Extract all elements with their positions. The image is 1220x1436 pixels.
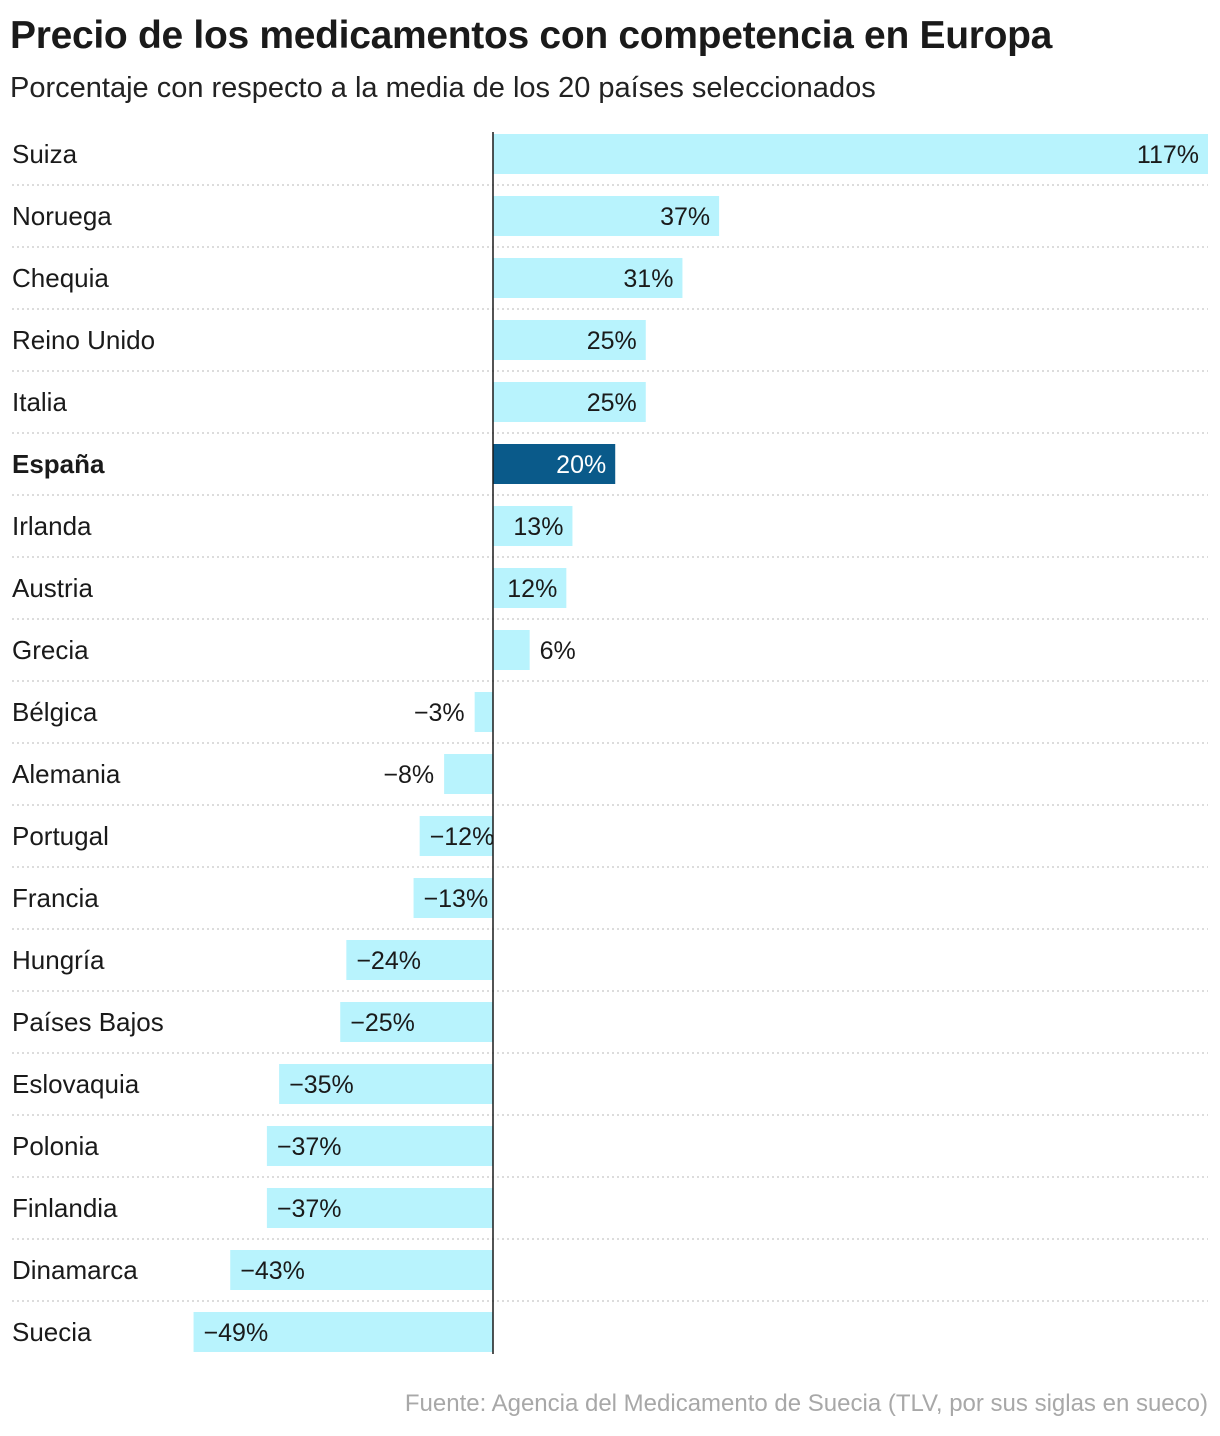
bar <box>493 630 530 670</box>
category-label: Polonia <box>12 1131 99 1161</box>
value-label: −12% <box>430 823 495 851</box>
category-label: Eslovaquia <box>12 1069 140 1099</box>
category-label: Italia <box>12 387 67 417</box>
bar <box>493 506 573 546</box>
category-label: Francia <box>12 883 99 913</box>
value-label: −35% <box>289 1071 354 1099</box>
value-label: −25% <box>350 1009 415 1037</box>
bar <box>474 692 493 732</box>
bar <box>193 1312 494 1352</box>
category-label: Chequia <box>12 263 109 293</box>
bar <box>493 320 646 360</box>
category-label: Portugal <box>12 821 109 851</box>
category-label: Alemania <box>12 759 121 789</box>
value-label: 25% <box>587 327 637 355</box>
category-label: Irlanda <box>12 511 92 541</box>
value-label: 13% <box>513 513 563 541</box>
value-label: −37% <box>277 1195 342 1223</box>
value-label: 25% <box>587 389 637 417</box>
value-label: 20% <box>556 451 606 479</box>
bar <box>493 382 646 422</box>
category-label: Austria <box>12 573 93 603</box>
bar <box>493 444 616 484</box>
bar <box>266 1188 493 1228</box>
value-label: −3% <box>414 699 465 727</box>
category-label: Reino Unido <box>12 325 155 355</box>
category-label: España <box>12 449 105 479</box>
bar <box>346 940 493 980</box>
category-label: Suiza <box>12 139 78 169</box>
value-label: 6% <box>540 637 576 665</box>
bar <box>340 1002 493 1042</box>
value-label: −8% <box>383 761 434 789</box>
category-label: Dinamarca <box>12 1255 138 1285</box>
bar <box>444 754 493 794</box>
bar <box>413 878 493 918</box>
source-note: Fuente: Agencia del Medicamento de Sueci… <box>404 1390 1208 1417</box>
bar-chart: Suiza 117% Noruega 37% Chequia 31% Reino Unido… <box>12 132 1208 1354</box>
bar <box>493 258 683 298</box>
bar <box>230 1250 493 1290</box>
chart-subtitle: Porcentaje con respecto a la media de lo… <box>10 72 876 104</box>
chart-title: Precio de los medicamentos con competenc… <box>10 14 1053 57</box>
category-label: Bélgica <box>12 697 98 727</box>
value-label: 12% <box>507 575 557 603</box>
bar <box>493 196 720 236</box>
value-label: −13% <box>424 885 489 913</box>
bar <box>493 134 1208 174</box>
category-label: Grecia <box>12 635 89 665</box>
bar <box>419 816 493 856</box>
value-label: −43% <box>240 1257 305 1285</box>
category-label: Finlandia <box>12 1193 118 1223</box>
bar <box>266 1126 493 1166</box>
value-label: −37% <box>277 1133 342 1161</box>
category-label: Hungría <box>12 945 105 975</box>
bar <box>279 1064 493 1104</box>
value-label: −49% <box>204 1319 269 1347</box>
value-label: −24% <box>356 947 421 975</box>
value-label: 117% <box>1137 141 1199 169</box>
value-label: 37% <box>660 203 710 231</box>
bar <box>493 568 567 608</box>
category-label: Noruega <box>12 201 112 231</box>
category-label: Suecia <box>12 1317 92 1347</box>
value-label: 31% <box>623 265 673 293</box>
category-label: Países Bajos <box>12 1007 164 1037</box>
